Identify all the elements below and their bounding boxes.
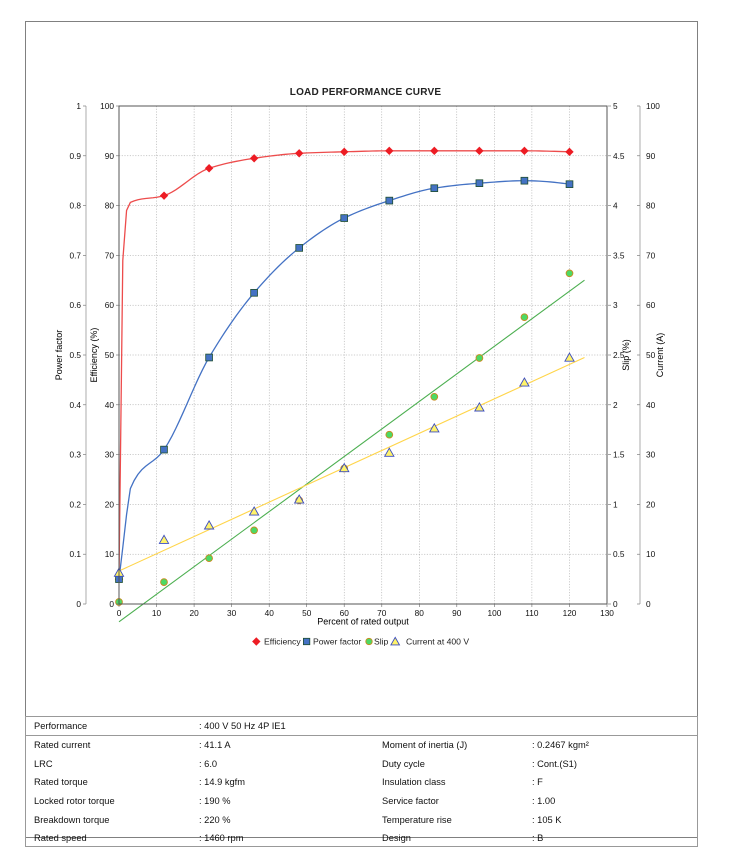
svg-text:Efficiency: Efficiency [264,637,301,647]
svg-text:Power factor: Power factor [313,637,361,647]
svg-text:Current at 400 V: Current at 400 V [406,637,469,647]
svg-text:Slip: Slip [374,637,389,647]
